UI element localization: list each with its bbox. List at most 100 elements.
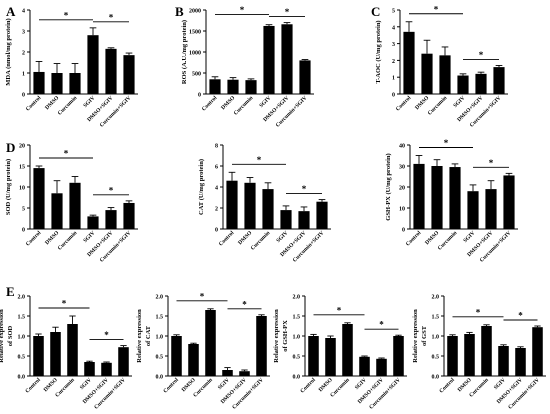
y-tick-label: 1.0 [293, 335, 301, 341]
bar [105, 210, 117, 229]
y-tick-label: 0.5 [18, 355, 26, 361]
significance-mark: * [257, 155, 262, 165]
bar [457, 75, 469, 94]
x-tick-label: Curcumin [329, 377, 351, 399]
y-axis-label: GSH-PX (U/mg protein) [385, 153, 392, 220]
bar [262, 189, 274, 229]
panel-label: E [6, 284, 15, 299]
bar [222, 370, 233, 376]
bar [239, 371, 250, 376]
y-tick-label: 2.0 [18, 295, 26, 301]
panel-label: D [6, 140, 15, 155]
x-tick-label: DMSO [220, 95, 237, 112]
y-tick-label: 4 [215, 186, 218, 192]
significance-mark: * [242, 299, 247, 309]
x-tick-label: SGIV [82, 95, 96, 109]
bar [299, 60, 311, 94]
bar [67, 324, 78, 376]
panel-5: 0 2 4 6 8 CAT (U/mg protein) Control DMSOCurcum… [198, 144, 331, 264]
panel-3: C 0 1 2 3 4 5 T-AOC (U/mg protein) Control DMSOCu… [371, 4, 508, 129]
y-tick-label: 6 [215, 165, 218, 171]
y-tick-label: 2 [22, 51, 25, 57]
x-tick-label: SGIV [462, 230, 476, 244]
x-tick-label: Curcumin [437, 230, 459, 252]
bar [308, 336, 319, 376]
panel-7: E 0.0 0.5 1.0 1.5 2.0 Relative expression of SO… [0, 284, 132, 411]
y-axis-label: Relative expression [0, 309, 5, 363]
y-axis-label: of SOD [7, 325, 14, 346]
y-axis-label: Relative expression [412, 309, 419, 363]
y-tick-label: 1.0 [156, 335, 164, 341]
significance-mark: * [489, 158, 494, 168]
bar [316, 201, 328, 229]
x-tick-label: DMSO [414, 95, 431, 112]
bar [123, 202, 135, 229]
significance-mark: * [479, 50, 484, 60]
bar [493, 67, 505, 94]
y-axis-label: Relative expression [273, 309, 280, 363]
bar [464, 334, 475, 376]
x-tick-label: Curcumin [427, 95, 449, 117]
significance-mark: * [434, 4, 439, 14]
y-tick-label: 2 [215, 207, 218, 213]
y-tick-label: 0 [22, 228, 25, 234]
y-tick-label: 1.0 [18, 335, 26, 341]
bar [69, 182, 81, 229]
panel-label: A [6, 4, 16, 19]
bar [532, 327, 543, 376]
bar [485, 189, 497, 229]
significance-mark: * [109, 12, 114, 22]
y-tick-label: 8 [215, 144, 218, 150]
significance-mark: * [302, 184, 307, 194]
bar [50, 332, 61, 376]
y-tick-label: 15 [19, 165, 25, 171]
x-tick-label: SGIV [82, 230, 96, 244]
y-tick-label: 500 [192, 72, 201, 78]
y-tick-label: 0 [402, 228, 405, 234]
bar [421, 53, 433, 94]
bar [245, 80, 257, 94]
bar [51, 73, 63, 94]
x-tick-label: Curcumin [57, 230, 79, 252]
y-tick-label: 0.5 [293, 355, 301, 361]
bar [226, 180, 238, 229]
y-tick-label: 0.5 [156, 355, 164, 361]
significance-mark: * [64, 149, 69, 159]
y-tick-label: 3 [392, 42, 395, 48]
y-tick-label: 1 [22, 72, 25, 78]
y-tick-label: 1.5 [18, 315, 26, 321]
bar [33, 168, 45, 229]
bar [403, 31, 415, 94]
bar [87, 216, 99, 229]
x-tick-label: Curcumin [468, 377, 490, 399]
bar [359, 356, 370, 376]
x-tick-label: Control [218, 230, 236, 248]
x-tick-label: Control [439, 377, 457, 395]
significance-mark: * [476, 307, 481, 317]
y-tick-label: 0.0 [18, 375, 26, 381]
x-tick-label: Control [395, 95, 413, 113]
y-axis-label: ROS (A.U./mg protein) [181, 20, 188, 84]
significance-mark: * [518, 311, 523, 321]
bar [447, 336, 458, 376]
x-tick-label: Control [201, 95, 219, 113]
y-axis-label: of GSH-PX [282, 320, 289, 352]
y-tick-label: 0 [198, 93, 201, 99]
x-tick-label: Control [163, 377, 181, 395]
x-tick-label: Control [25, 377, 43, 395]
x-tick-label: SGIV [258, 95, 272, 109]
bar [413, 163, 425, 229]
y-tick-label: 1 [392, 76, 395, 82]
y-tick-label: 2.0 [293, 295, 301, 301]
x-tick-label: Curcumin+SGIV [231, 377, 264, 410]
x-tick-label: Curcumin+SGIV [93, 377, 126, 410]
y-tick-label: 1.0 [432, 335, 440, 341]
y-tick-label: 0.0 [293, 375, 301, 381]
bar [256, 316, 267, 376]
bar [431, 166, 443, 229]
y-tick-label: 30 [399, 165, 405, 171]
bar [281, 24, 293, 95]
panel-label: B [175, 4, 184, 19]
bar [298, 211, 310, 229]
